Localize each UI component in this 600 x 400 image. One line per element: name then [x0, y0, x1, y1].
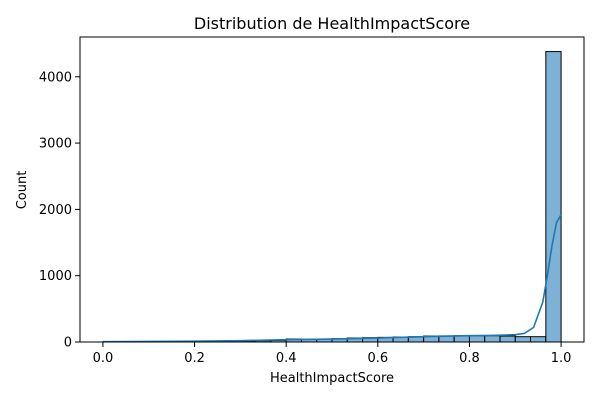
histogram-bars	[102, 51, 562, 343]
y-tick-label: 3000	[39, 137, 72, 152]
histogram-bar-24	[468, 335, 486, 343]
kde-curve	[102, 214, 562, 343]
histogram-bar-25	[484, 335, 501, 343]
y-tick-label: 2000	[39, 203, 72, 218]
histogram-bar-27	[514, 336, 532, 343]
y-axis-label: Count	[15, 171, 30, 210]
x-tick-label: 1.0	[551, 351, 572, 366]
histogram-bar-26	[499, 335, 516, 343]
x-tick-label: 0.6	[367, 351, 388, 366]
histogram-bar-28	[530, 336, 547, 343]
x-tick-label: 0.2	[184, 351, 205, 366]
y-tick-label: 0	[64, 336, 72, 351]
y-tick-label: 1000	[39, 269, 72, 284]
x-axis-label: HealthImpactScore	[270, 371, 394, 386]
plot-frame	[79, 36, 585, 343]
y-tick-label: 4000	[39, 70, 72, 85]
x-tick-label: 0.8	[459, 351, 480, 366]
histogram-bar-29	[545, 51, 562, 343]
y-axis-ticks: 0 1000 2000 3000 4000	[39, 70, 80, 351]
x-tick-label: 0.4	[276, 351, 297, 366]
x-tick-label: 0.0	[93, 351, 114, 366]
chart-title: Distribution de HealthImpactScore	[194, 14, 470, 33]
x-axis-ticks: 0.0 0.2 0.4 0.6 0.8 1.0	[93, 342, 572, 366]
